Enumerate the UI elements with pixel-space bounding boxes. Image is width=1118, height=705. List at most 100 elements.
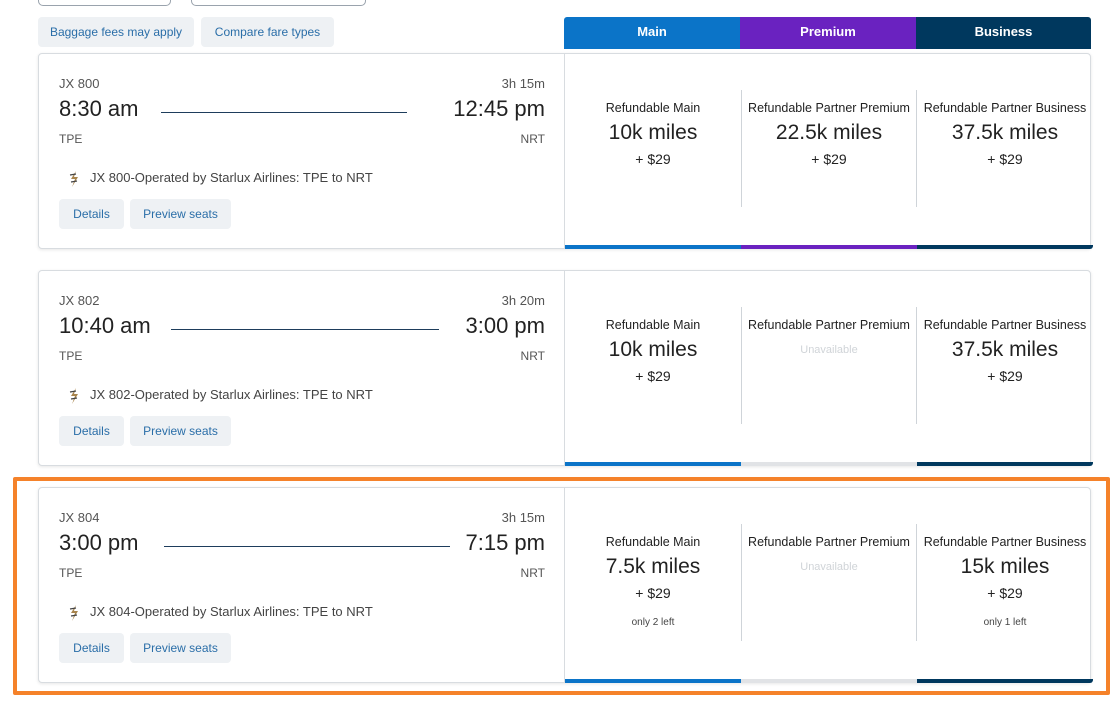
fare-fee: + $29 bbox=[635, 151, 671, 167]
dropdown-stub-left[interactable] bbox=[38, 0, 171, 6]
departure-airport: TPE bbox=[59, 132, 83, 146]
fare-business[interactable]: Refundable Partner Business 15k miles + … bbox=[917, 487, 1093, 683]
fare-name: Refundable Main bbox=[605, 318, 701, 332]
arrival-time: 12:45 pm bbox=[453, 96, 545, 121]
fare-premium[interactable]: Refundable Partner Premium 22.5k miles +… bbox=[741, 53, 917, 249]
fare-fee: + $29 bbox=[987, 368, 1023, 384]
column-header-main: Main bbox=[564, 17, 740, 49]
flight-duration: 3h 15m bbox=[501, 76, 545, 91]
fare-name: Refundable Partner Premium bbox=[748, 101, 910, 115]
fare-bar-business bbox=[917, 462, 1093, 466]
fare-miles: 10k miles bbox=[608, 338, 698, 361]
fare-main[interactable]: Refundable Main 10k miles + $29 bbox=[565, 53, 741, 249]
fare-bar-business bbox=[917, 679, 1093, 683]
fare-main[interactable]: Refundable Main 10k miles + $29 bbox=[565, 270, 741, 466]
flight-info: JX 800 3h 15m 8:30 am 12:45 pm TPE NRT J… bbox=[39, 54, 565, 248]
flight-info: JX 802 3h 20m 10:40 am 3:00 pm TPE NRT J… bbox=[39, 271, 565, 465]
fare-fee: + $29 bbox=[811, 151, 847, 167]
fare-miles: 37.5k miles bbox=[951, 121, 1059, 144]
fare-bar-unavailable bbox=[741, 462, 917, 466]
arrival-airport: NRT bbox=[520, 566, 545, 580]
details-button[interactable]: Details bbox=[59, 199, 124, 229]
flight-row: JX 800 3h 15m 8:30 am 12:45 pm TPE NRT J… bbox=[38, 53, 1093, 249]
baggage-fees-button[interactable]: Baggage fees may apply bbox=[38, 17, 194, 47]
dropdown-stub-right[interactable] bbox=[191, 0, 366, 6]
starlux-logo-icon bbox=[69, 388, 78, 404]
fare-fee: + $29 bbox=[987, 585, 1023, 601]
route-line bbox=[171, 329, 439, 330]
fare-divider bbox=[916, 524, 917, 641]
arrival-airport: NRT bbox=[520, 132, 545, 146]
preview-seats-button[interactable]: Preview seats bbox=[130, 633, 231, 663]
fare-options: Refundable Main 7.5k miles + $29 only 2 … bbox=[564, 487, 1093, 683]
starlux-logo-icon bbox=[69, 171, 78, 187]
fare-bar-main bbox=[565, 679, 741, 683]
departure-airport: TPE bbox=[59, 349, 83, 363]
fare-divider bbox=[741, 307, 742, 424]
flight-row: JX 804 3h 15m 3:00 pm 7:15 pm TPE NRT JX… bbox=[38, 487, 1093, 683]
flight-info: JX 804 3h 15m 3:00 pm 7:15 pm TPE NRT JX… bbox=[39, 488, 565, 682]
fare-name: Refundable Partner Premium bbox=[748, 318, 910, 332]
starlux-logo-icon bbox=[69, 605, 78, 621]
flight-number: JX 802 bbox=[59, 293, 100, 308]
column-header-business: Business bbox=[916, 17, 1091, 49]
details-button[interactable]: Details bbox=[59, 633, 124, 663]
fare-miles: 10k miles bbox=[608, 121, 698, 144]
seats-left-note: only 2 left bbox=[631, 617, 675, 628]
preview-seats-button[interactable]: Preview seats bbox=[130, 416, 231, 446]
fare-bar-main bbox=[565, 245, 741, 249]
flight-number: JX 804 bbox=[59, 510, 100, 525]
fare-name: Refundable Partner Business bbox=[923, 101, 1087, 115]
fare-miles: 7.5k miles bbox=[605, 555, 701, 578]
departure-time: 10:40 am bbox=[59, 313, 151, 338]
fare-bar-unavailable bbox=[741, 679, 917, 683]
details-button[interactable]: Details bbox=[59, 416, 124, 446]
departure-time: 8:30 am bbox=[59, 96, 139, 121]
fare-business[interactable]: Refundable Partner Business 37.5k miles … bbox=[917, 270, 1093, 466]
fare-miles: 15k miles bbox=[960, 555, 1050, 578]
arrival-time: 7:15 pm bbox=[465, 530, 546, 555]
preview-seats-button[interactable]: Preview seats bbox=[130, 199, 231, 229]
fare-business[interactable]: Refundable Partner Business 37.5k miles … bbox=[917, 53, 1093, 249]
fare-miles: 37.5k miles bbox=[951, 338, 1059, 361]
flight-row: JX 802 3h 20m 10:40 am 3:00 pm TPE NRT J… bbox=[38, 270, 1093, 466]
fare-divider bbox=[741, 90, 742, 207]
fare-bar-business bbox=[917, 245, 1093, 249]
flight-duration: 3h 20m bbox=[501, 293, 545, 308]
fare-name: Refundable Main bbox=[605, 101, 701, 115]
fare-name: Refundable Partner Business bbox=[923, 535, 1087, 549]
departure-time: 3:00 pm bbox=[59, 530, 139, 555]
fare-name: Refundable Partner Business bbox=[923, 318, 1087, 332]
fare-unavailable: Unavailable bbox=[800, 561, 858, 573]
fare-divider bbox=[916, 90, 917, 207]
arrival-time: 3:00 pm bbox=[465, 313, 546, 338]
route-line bbox=[161, 112, 407, 113]
fare-main[interactable]: Refundable Main 7.5k miles + $29 only 2 … bbox=[565, 487, 741, 683]
fare-name: Refundable Partner Premium bbox=[748, 535, 910, 549]
fare-options: Refundable Main 10k miles + $29 Refundab… bbox=[564, 270, 1093, 466]
flight-number: JX 800 bbox=[59, 76, 100, 91]
fare-premium: Refundable Partner Premium Unavailable bbox=[741, 487, 917, 683]
fare-divider bbox=[741, 524, 742, 641]
departure-airport: TPE bbox=[59, 566, 83, 580]
fare-fee: + $29 bbox=[635, 368, 671, 384]
operated-by-text: JX 800-Operated by Starlux Airlines: TPE… bbox=[90, 170, 373, 185]
column-header-premium: Premium bbox=[740, 17, 916, 49]
fare-premium: Refundable Partner Premium Unavailable bbox=[741, 270, 917, 466]
operated-by-text: JX 804-Operated by Starlux Airlines: TPE… bbox=[90, 604, 373, 619]
fare-fee: + $29 bbox=[635, 585, 671, 601]
fare-bar-main bbox=[565, 462, 741, 466]
operated-by-text: JX 802-Operated by Starlux Airlines: TPE… bbox=[90, 387, 373, 402]
fare-name: Refundable Main bbox=[605, 535, 701, 549]
arrival-airport: NRT bbox=[520, 349, 545, 363]
fare-options: Refundable Main 10k miles + $29 Refundab… bbox=[564, 53, 1093, 249]
seats-left-note: only 1 left bbox=[983, 617, 1027, 628]
fare-fee: + $29 bbox=[987, 151, 1023, 167]
route-line bbox=[164, 546, 450, 547]
fare-divider bbox=[916, 307, 917, 424]
fare-unavailable: Unavailable bbox=[800, 344, 858, 356]
fare-bar-premium bbox=[741, 245, 917, 249]
fare-miles: 22.5k miles bbox=[775, 121, 883, 144]
flight-duration: 3h 15m bbox=[501, 510, 545, 525]
compare-fare-types-button[interactable]: Compare fare types bbox=[201, 17, 334, 47]
